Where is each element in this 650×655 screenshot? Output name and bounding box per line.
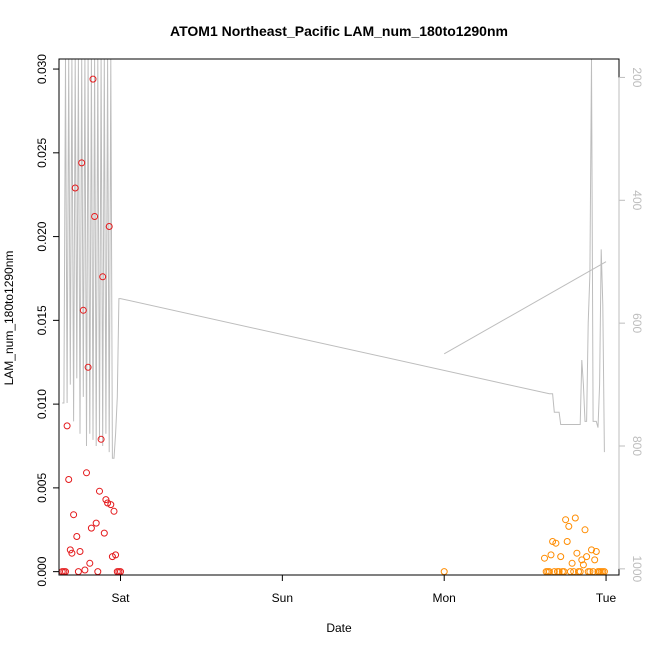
- data-point: [91, 213, 99, 220]
- y-tick-label: 0.025: [35, 137, 49, 167]
- y2-tick-label: 200: [630, 67, 644, 87]
- data-point: [71, 184, 79, 192]
- x-tick-label: Sun: [272, 591, 293, 605]
- y-tick-label: 0.005: [35, 473, 49, 503]
- data-point: [86, 559, 94, 567]
- data-point: [440, 568, 448, 576]
- y2-tick-label: 1000: [630, 556, 644, 583]
- data-point: [78, 159, 86, 167]
- data-point: [547, 551, 555, 559]
- data-point: [541, 554, 548, 562]
- data-point: [552, 539, 560, 547]
- data-point: [571, 514, 579, 522]
- y-axis-label: LAM_num_180to1290nm: [2, 251, 16, 386]
- data-point: [97, 435, 105, 443]
- data-point: [581, 526, 589, 534]
- marks-layer: [58, 58, 608, 576]
- data-point: [557, 553, 565, 561]
- data-point: [549, 538, 557, 545]
- data-point: [579, 561, 587, 569]
- plot-frame: [58, 58, 620, 576]
- data-point: [99, 273, 107, 281]
- y-tick-label: 0.030: [35, 54, 49, 84]
- chart-title: ATOM1 Northeast_Pacific LAM_num_180to129…: [170, 23, 508, 39]
- data-point: [65, 476, 73, 483]
- data-point: [83, 469, 90, 477]
- data-point: [107, 501, 115, 509]
- x-tick-label: Sat: [111, 591, 130, 605]
- data-point: [79, 306, 87, 314]
- data-point: [592, 548, 600, 555]
- y2-tick-label: 600: [630, 313, 644, 333]
- data-point: [110, 507, 118, 515]
- data-point: [81, 566, 89, 574]
- data-point: [563, 538, 571, 545]
- data-point: [588, 546, 595, 554]
- data-point: [63, 422, 71, 430]
- y2-tick-label: 800: [630, 436, 644, 456]
- data-point: [92, 519, 100, 527]
- data-point: [583, 553, 591, 561]
- y-tick-label: 0.000: [35, 556, 49, 586]
- data-point: [562, 516, 570, 524]
- data-point: [568, 559, 576, 567]
- data-point: [591, 556, 599, 564]
- data-point: [66, 546, 74, 554]
- data-point: [96, 487, 103, 495]
- data-point: [112, 551, 120, 559]
- data-point: [100, 529, 108, 537]
- data-point: [565, 522, 573, 530]
- x-axis-label: Date: [326, 621, 352, 635]
- data-point: [68, 549, 76, 557]
- y-tick-label: 0.010: [35, 389, 49, 419]
- series-line-segment: [443, 261, 607, 355]
- data-point: [94, 568, 102, 576]
- data-point: [73, 533, 81, 540]
- data-point: [70, 511, 78, 519]
- x-tick-label: Mon: [433, 591, 456, 605]
- data-point: [573, 549, 581, 557]
- data-point: [89, 75, 97, 83]
- data-point: [578, 556, 586, 564]
- x-tick-label: Tue: [596, 591, 617, 605]
- data-point: [105, 223, 113, 230]
- y2-tick-label: 400: [630, 190, 644, 210]
- axes-layer: Sat Sun Mon Tue 0.000 0.005 0.010 0.015 0.020 0.0…: [35, 54, 644, 605]
- data-point: [76, 548, 84, 555]
- data-point: [74, 568, 82, 576]
- data-point: [102, 496, 110, 504]
- data-point: [84, 363, 92, 371]
- data-point: [87, 524, 95, 532]
- y-tick-label: 0.015: [35, 305, 49, 335]
- y-tick-label: 0.020: [35, 221, 49, 251]
- series-line: [62, 58, 605, 459]
